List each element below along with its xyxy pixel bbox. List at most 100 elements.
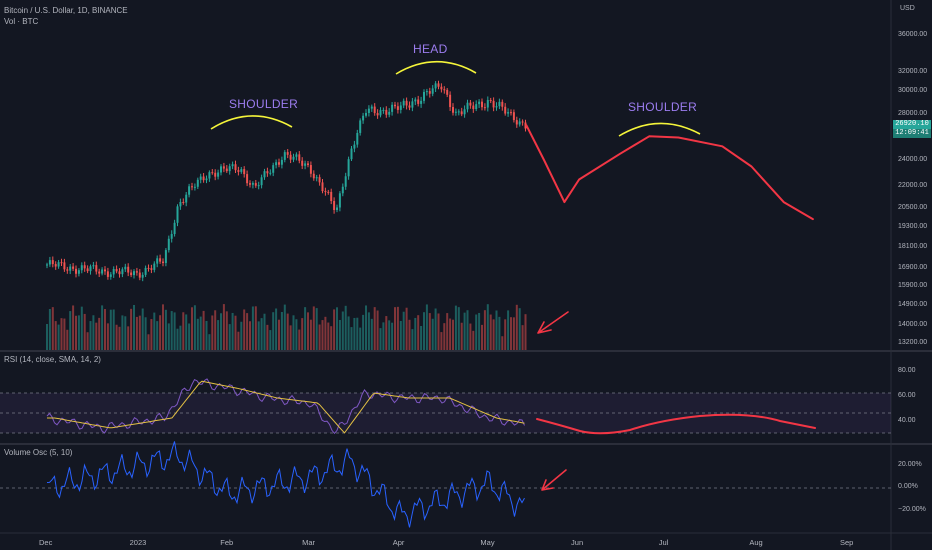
candle-body (373, 106, 376, 114)
time-tick-label: Jul (658, 538, 669, 547)
volume-bar (89, 321, 92, 350)
volume-bar (449, 318, 452, 350)
volume-bar (251, 306, 254, 350)
volume-bar (472, 330, 475, 350)
candle-body (315, 177, 318, 179)
volume-bar (112, 309, 115, 350)
volume-bar (222, 304, 225, 350)
volume-bar (347, 316, 350, 350)
volume-bar (159, 315, 162, 350)
volume-bar (254, 306, 257, 350)
volume-bar (498, 316, 501, 350)
candle-body (202, 176, 205, 181)
projection-path (525, 124, 814, 221)
candle-body (222, 166, 225, 169)
price-tick-label: 13200.00 (898, 339, 928, 346)
rsi-axis-60: 60.00 (898, 392, 916, 399)
candle-body (130, 272, 133, 276)
volume-bar (312, 306, 315, 350)
osc-axis-pos: 20.00% (898, 461, 922, 468)
symbol-title: Bitcoin / U.S. Dollar, 1D, BINANCE (4, 6, 128, 15)
volume-bar (77, 315, 80, 350)
candle-body (57, 262, 60, 267)
volume-bar (356, 317, 359, 350)
candle-body (104, 269, 106, 272)
candle-body (518, 121, 521, 125)
candle-body (153, 263, 156, 270)
volume-bar (182, 312, 185, 350)
candle-body (182, 202, 185, 204)
candle-body (275, 162, 278, 166)
candle-body (301, 160, 304, 166)
volume-bar (507, 310, 510, 350)
volume-bar (338, 319, 341, 350)
candle-body (391, 104, 394, 112)
volume-bar (304, 307, 307, 350)
volume-bar (72, 305, 75, 350)
volume-bar (437, 313, 440, 350)
left-shoulder-arc (210, 115, 293, 130)
price-tick-label: 19300.00 (898, 223, 928, 230)
candle-body (112, 268, 115, 275)
candle-body (318, 177, 321, 183)
volume-bar (75, 315, 77, 350)
volume-bar (399, 320, 402, 350)
time-tick-label: May (480, 538, 495, 547)
volume-bar (405, 307, 408, 350)
volume-bar (492, 319, 495, 350)
rsi-axis-80: 80.00 (898, 367, 916, 374)
volume-bar (208, 334, 211, 350)
candle-body (199, 176, 202, 180)
candle-body (298, 154, 301, 161)
volume-bar (518, 308, 521, 350)
candle-body (193, 186, 196, 188)
volume-bar (524, 314, 527, 350)
rsi-label[interactable]: RSI (14, close, SMA, 14, 2) (4, 355, 101, 364)
candle-body (211, 172, 214, 174)
candle-body (205, 178, 208, 181)
volume-osc-label[interactable]: Volume Osc (5, 10) (4, 448, 73, 457)
candle-body (115, 268, 118, 272)
volume-bar (188, 323, 191, 350)
price-tick-label: 18100.00 (898, 243, 928, 250)
candle-body (173, 222, 176, 235)
candle-body (144, 267, 147, 275)
volume-bar (272, 312, 275, 350)
volume-bar (225, 311, 228, 350)
candle-body (449, 94, 452, 108)
candle-body (133, 271, 135, 276)
volume-bar (46, 324, 48, 350)
left-shoulder-label: SHOULDER (229, 97, 299, 111)
volume-bar (515, 304, 518, 350)
countdown-badge: 12:09:41 (893, 129, 931, 138)
candle-body (292, 156, 295, 160)
candle-body (307, 163, 309, 166)
rsi-ma-line (47, 380, 525, 434)
volume-bar (278, 319, 280, 350)
volume-bar (173, 312, 176, 350)
candle-body (353, 144, 356, 149)
candle-body (321, 182, 324, 192)
price-tick-label: 14000.00 (898, 321, 928, 328)
candle-body (106, 271, 109, 277)
candle-body (420, 100, 423, 104)
price-tick-label: 24000.00 (898, 156, 928, 163)
volume-bar (220, 313, 222, 350)
volume-bar (191, 307, 193, 350)
volume-bar (321, 320, 324, 350)
osc-axis-neg: −20.00% (898, 506, 926, 513)
volume-bar (367, 312, 370, 350)
volume-bar (95, 322, 98, 350)
volume-bar (443, 323, 446, 350)
candle-body (170, 234, 173, 239)
volume-bar (234, 315, 237, 350)
volume-bar (217, 320, 220, 350)
candle-body (179, 202, 182, 207)
volume-label: Vol · BTC (4, 17, 39, 26)
volume-bar (402, 311, 405, 350)
candle-body (512, 112, 515, 121)
candle-body (486, 100, 489, 108)
candle-body (92, 265, 95, 267)
volume-bar (341, 311, 344, 350)
